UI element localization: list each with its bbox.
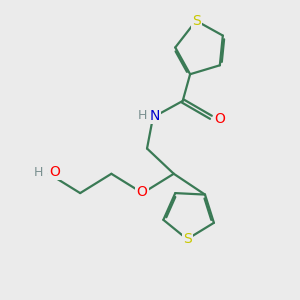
Text: O: O (136, 184, 147, 199)
Text: S: S (183, 232, 191, 246)
Text: O: O (214, 112, 225, 126)
Text: O: O (49, 165, 60, 179)
Text: S: S (192, 14, 200, 28)
Text: H: H (34, 166, 43, 179)
Text: N: N (149, 109, 160, 123)
Text: H: H (138, 109, 147, 122)
